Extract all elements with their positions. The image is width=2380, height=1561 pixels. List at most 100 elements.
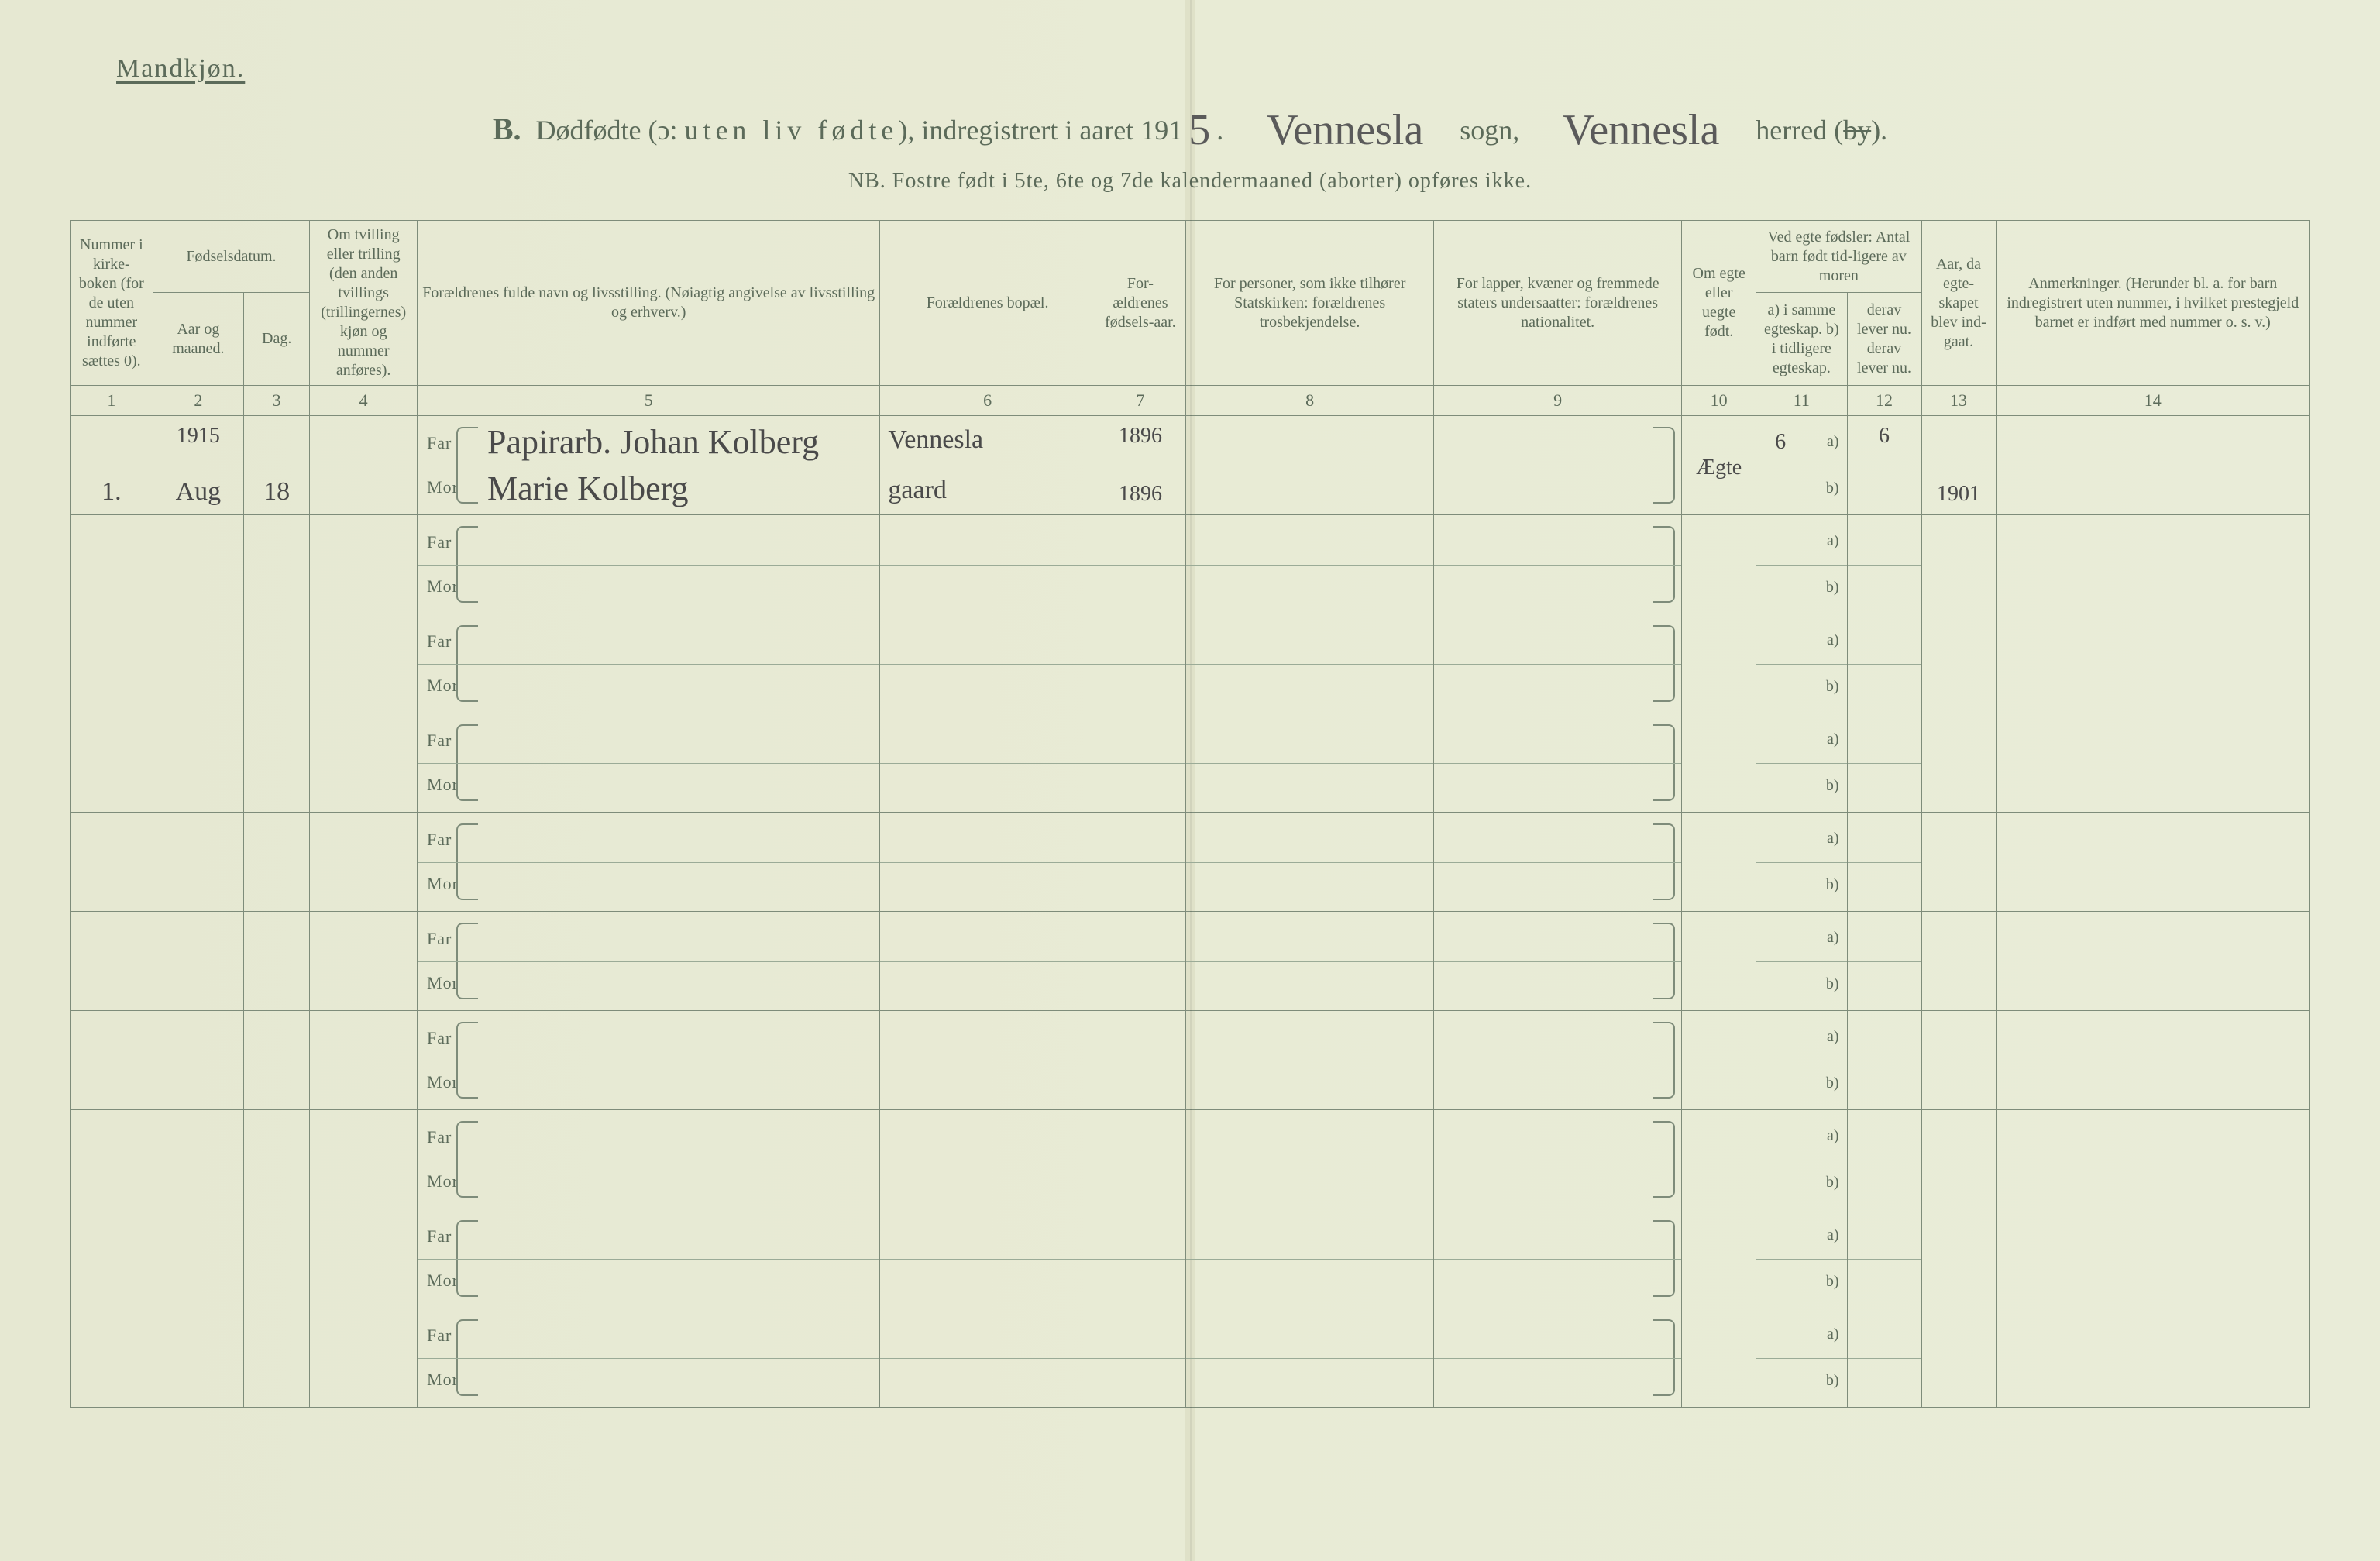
table-cell — [244, 614, 310, 713]
colnum: 13 — [1921, 386, 1996, 416]
mor-label: Mor — [427, 973, 459, 993]
marriage-year: 1901 — [1922, 482, 1996, 507]
table-cell: a) b) — [1756, 1110, 1847, 1209]
mor-label: Mor — [427, 874, 459, 894]
table-cell — [1921, 515, 1996, 614]
table-cell — [310, 515, 418, 614]
table-cell — [153, 515, 243, 614]
col-header-1112-top: Ved egte fødsler: Antal barn født tid-li… — [1756, 221, 1921, 293]
colnum: 2 — [153, 386, 243, 416]
table-cell — [1921, 912, 1996, 1011]
mor-label: Mor — [427, 1072, 459, 1092]
table-cell — [1434, 1308, 1682, 1408]
table-cell — [1847, 1308, 1921, 1408]
gender-label: Mandkjøn. — [116, 54, 2310, 84]
father-birth: 1896 — [1095, 424, 1185, 449]
far-label: Far — [427, 532, 452, 552]
label-a: a) — [1827, 532, 1839, 550]
table-cell — [1996, 1011, 2309, 1110]
table-cell — [244, 912, 310, 1011]
mor-label: Mor — [427, 1370, 459, 1390]
table-cell — [71, 713, 153, 813]
table-row: Far Mor a) b) — [71, 1308, 2310, 1408]
table-cell — [1921, 1308, 1996, 1408]
table-cell: Far Mor — [418, 912, 880, 1011]
table-cell — [1996, 416, 2309, 515]
table-cell — [1847, 912, 1921, 1011]
mother-name: Marie Kolberg — [487, 469, 688, 508]
table-cell: a) b) — [1756, 1011, 1847, 1110]
label-b: b) — [1826, 1273, 1839, 1291]
table-cell — [1186, 713, 1434, 813]
label-a: a) — [1827, 731, 1839, 748]
far-label: Far — [427, 929, 452, 949]
table-cell — [1847, 713, 1921, 813]
table-cell — [71, 1308, 153, 1408]
far-label: Far — [427, 830, 452, 850]
table-cell — [1095, 713, 1185, 813]
table-cell — [71, 813, 153, 912]
table-cell: a) b) — [1756, 1209, 1847, 1308]
label-a: a) — [1827, 1226, 1839, 1244]
table-cell — [1095, 614, 1185, 713]
table-cell — [71, 515, 153, 614]
table-cell: a) b) 6 — [1756, 416, 1847, 515]
table-cell — [244, 1011, 310, 1110]
mor-label: Mor — [427, 775, 459, 795]
table-cell — [1434, 416, 1682, 515]
residence-bot: gaard — [888, 476, 947, 505]
table-cell — [1921, 1209, 1996, 1308]
table-cell: 1915 Aug — [153, 416, 243, 515]
table-cell — [880, 614, 1095, 713]
table-cell — [1847, 614, 1921, 713]
table-cell — [1186, 416, 1434, 515]
table-cell — [1996, 813, 2309, 912]
table-cell: 1901 — [1921, 416, 1996, 515]
mor-label: Mor — [427, 1171, 459, 1191]
table-cell — [153, 912, 243, 1011]
table-cell — [1095, 912, 1185, 1011]
col-header-5: Forældrenes fulde navn og livsstilling. … — [418, 221, 880, 386]
table-cell — [1434, 1011, 1682, 1110]
table-cell: 1. — [71, 416, 153, 515]
table-cell: a) b) — [1756, 813, 1847, 912]
table-cell — [153, 713, 243, 813]
col-header-9: For lapper, kvæner og fremmede staters u… — [1434, 221, 1682, 386]
table-cell: Far Mor — [418, 813, 880, 912]
legitimate: Ægte — [1682, 456, 1756, 480]
table-cell — [71, 912, 153, 1011]
table-cell — [310, 1308, 418, 1408]
table-cell — [244, 813, 310, 912]
table-cell — [1996, 515, 2309, 614]
table-cell — [310, 1110, 418, 1209]
table-cell — [1996, 614, 2309, 713]
table-cell — [1682, 813, 1756, 912]
label-b: b) — [1826, 579, 1839, 597]
label-a: a) — [1827, 1325, 1839, 1343]
table-cell — [244, 1110, 310, 1209]
table-cell: Far Mor — [418, 1209, 880, 1308]
table-cell: a) b) — [1756, 515, 1847, 614]
table-cell — [880, 1110, 1095, 1209]
table-cell — [1682, 1110, 1756, 1209]
table-cell — [310, 713, 418, 813]
col-header-2: Aar og maaned. — [153, 293, 243, 386]
herred-close: ). — [1871, 115, 1887, 146]
table-cell — [71, 1011, 153, 1110]
table-cell — [1996, 912, 2309, 1011]
table-cell: Far Mor — [418, 515, 880, 614]
label-b: b) — [1826, 1074, 1839, 1092]
table-row: 1. 1915 Aug 18 Far Mor Papirarb. Johan K… — [71, 416, 2310, 515]
table-cell — [880, 1011, 1095, 1110]
table-cell: Ægte — [1682, 416, 1756, 515]
table-cell — [1682, 1011, 1756, 1110]
title-emph: uten liv fødte — [684, 115, 898, 146]
table-cell — [1996, 1308, 2309, 1408]
table-row: Far Mor a) b) — [71, 713, 2310, 813]
label-b: b) — [1826, 678, 1839, 696]
table-cell: Far Mor — [418, 1110, 880, 1209]
table-cell — [71, 614, 153, 713]
table-cell — [1095, 1308, 1185, 1408]
table-cell — [880, 912, 1095, 1011]
table-cell — [153, 614, 243, 713]
